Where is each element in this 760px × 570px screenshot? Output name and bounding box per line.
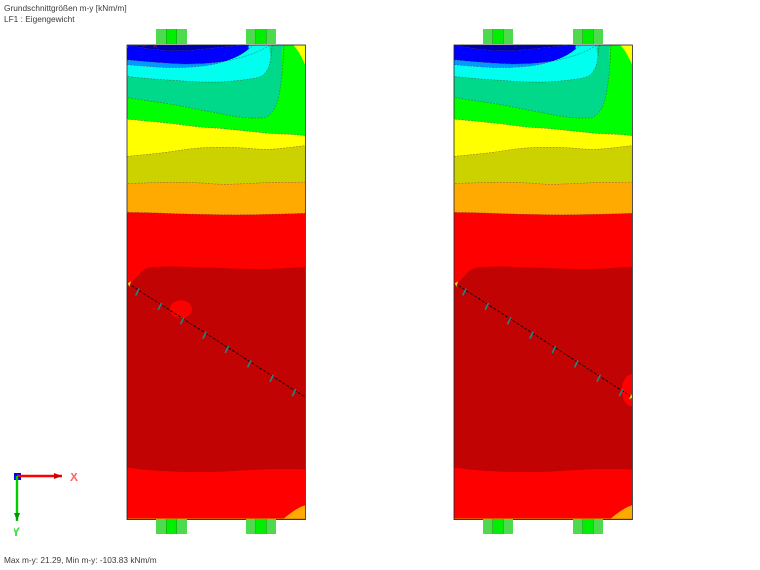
svg-text:Y: Y	[14, 525, 20, 539]
svg-text:X: X	[70, 473, 78, 484]
